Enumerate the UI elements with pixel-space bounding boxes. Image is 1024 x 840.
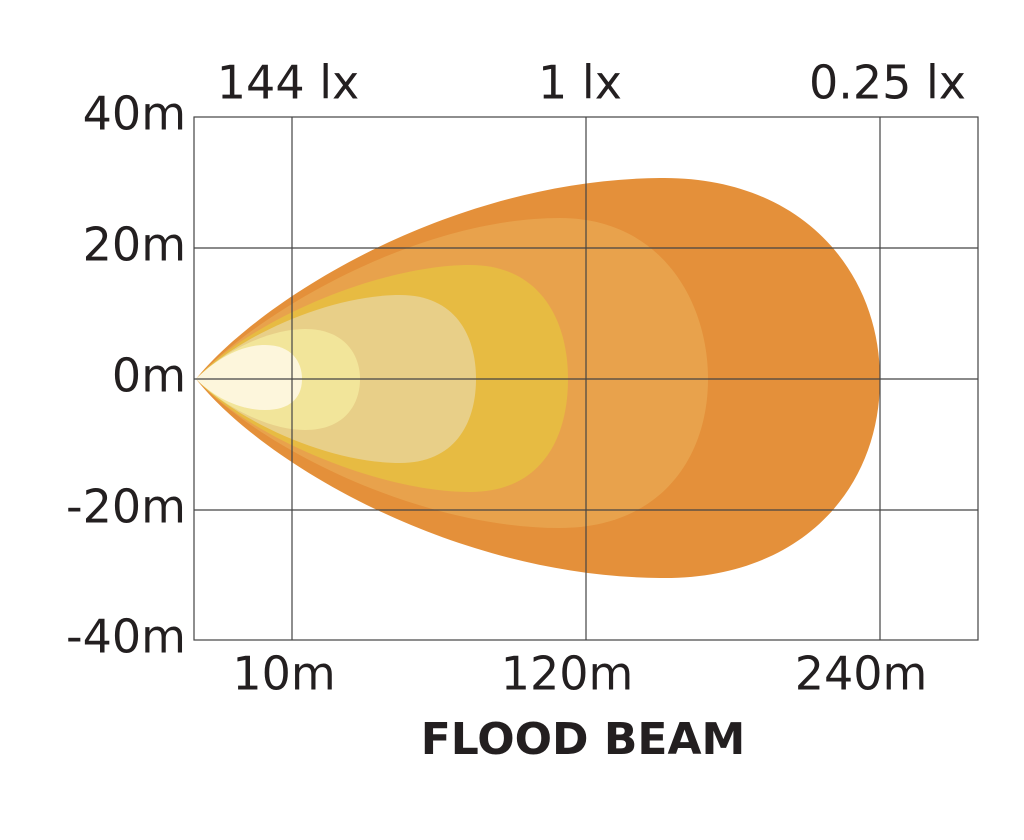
x-label: 240m <box>795 647 928 701</box>
title: FLOOD BEAM <box>421 714 746 765</box>
beam-shapes <box>196 177 880 579</box>
beam-zone <box>196 345 302 410</box>
lux-label: 0.25 lx <box>809 56 966 110</box>
lux-label: 144 lx <box>217 56 359 110</box>
y-label: 40m <box>83 87 186 141</box>
y-label: -40m <box>66 610 186 664</box>
lux-label: 1 lx <box>538 56 622 110</box>
y-label: 0m <box>112 349 186 403</box>
x-label: 120m <box>501 647 634 701</box>
y-label: 20m <box>83 218 186 272</box>
y-label: -20m <box>66 480 186 534</box>
grid <box>193 116 979 641</box>
x-label: 10m <box>232 647 335 701</box>
